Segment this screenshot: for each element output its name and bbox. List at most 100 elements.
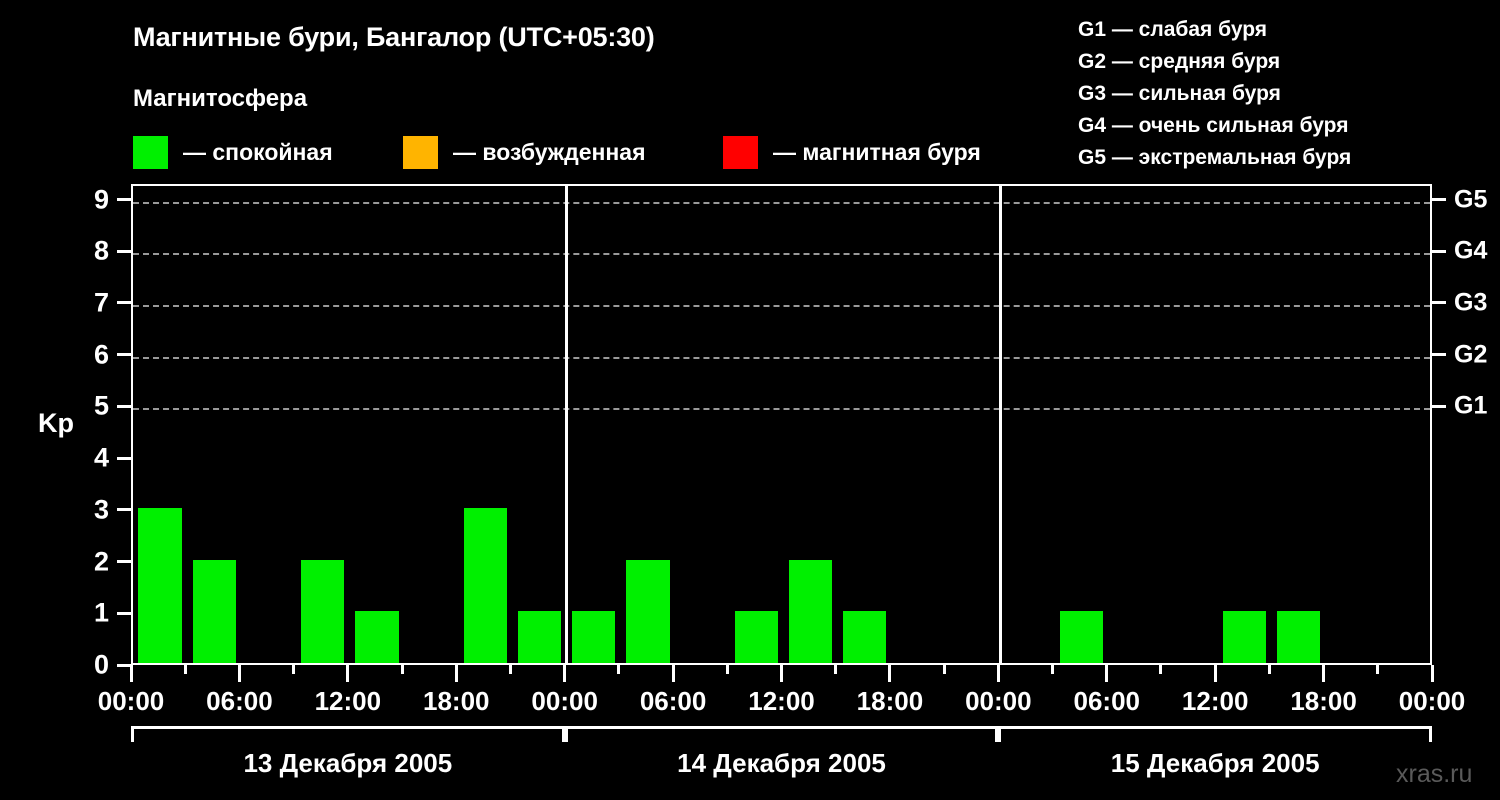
x-tick-10 <box>671 665 675 682</box>
bar <box>301 559 345 663</box>
x-tick-18 <box>1105 665 1109 682</box>
gridline-kp-5 <box>133 408 1430 411</box>
day-divider-1 <box>565 186 569 663</box>
x-tick-23 <box>1376 665 1380 674</box>
x-tick-24 <box>1430 665 1434 682</box>
legend-swatch-storm-icon <box>723 135 758 169</box>
x-tick-label-5: 06:00 <box>639 686 707 716</box>
y-tick-label-8: 8 <box>93 235 109 266</box>
x-tick-6 <box>454 665 458 682</box>
g-tick-label-G3: G3 <box>1454 288 1488 317</box>
x-tick-label-11: 18:00 <box>1290 686 1357 716</box>
y-tick-4 <box>117 456 131 460</box>
y-tick-label-3: 3 <box>93 494 109 525</box>
x-axis-ticks <box>129 665 1434 683</box>
legend-item-storm: — магнитная буря <box>723 133 981 171</box>
y-axis-ticks: 0 1 2 3 4 5 6 7 8 9 <box>85 184 131 678</box>
x-tick-7 <box>508 665 512 674</box>
g-tick-G1 <box>1432 404 1446 408</box>
x-tick-label-9: 06:00 <box>1073 686 1141 716</box>
y-axis-title: Kp <box>38 408 74 438</box>
x-tick-label-12: 00:00 <box>1398 686 1466 716</box>
bar <box>138 507 182 663</box>
day-bracket-2 <box>564 726 999 742</box>
x-tick-2 <box>237 665 241 682</box>
y-tick-8 <box>117 249 131 253</box>
day-divider-2 <box>998 186 1002 663</box>
x-tick-label-2: 12:00 <box>314 686 382 716</box>
day-label-2: 14 Декабря 2005 <box>677 748 886 778</box>
storm-scale-legend: G1 — слабая буря G2 — средняя буря G3 — … <box>1078 14 1498 174</box>
g-tick-G3 <box>1432 301 1446 305</box>
day-brackets: 13 Декабря 2005 14 Декабря 2005 15 Декабря… <box>0 726 1500 796</box>
x-tick-label-4: 00:00 <box>531 686 598 716</box>
watermark: xras.ru <box>1396 760 1473 788</box>
storm-scale-row-g4: G4 — очень сильная буря <box>1078 114 1349 137</box>
x-tick-5 <box>400 665 404 674</box>
bar <box>1276 611 1321 663</box>
y-tick-9 <box>117 198 131 202</box>
legend-item-excited: — возбужденная <box>403 133 646 171</box>
g-tick-label-G2: G2 <box>1454 340 1488 369</box>
plot-area <box>131 184 1432 665</box>
y-tick-label-6: 6 <box>93 339 109 370</box>
bar <box>355 611 399 663</box>
bar <box>626 559 670 663</box>
bar <box>1059 611 1104 663</box>
x-tick-11 <box>725 665 729 674</box>
x-tick-14 <box>888 665 892 682</box>
x-tick-3 <box>292 665 296 674</box>
magnetosphere-legend-heading: Магнитосфера <box>133 85 308 112</box>
legend-label-storm: — магнитная буря <box>773 138 981 165</box>
x-tick-22 <box>1322 665 1326 682</box>
gridline-kp-6 <box>133 356 1430 359</box>
legend-swatch-excited-icon <box>403 135 438 169</box>
bar <box>463 507 508 663</box>
x-tick-9 <box>617 665 621 674</box>
y-tick-6 <box>117 353 131 357</box>
y-tick-7 <box>117 301 131 305</box>
y-tick-label-0: 0 <box>93 649 109 680</box>
x-tick-20 <box>1213 665 1217 682</box>
storm-scale-row-g2: G2 — средняя буря <box>1078 50 1281 73</box>
x-axis-labels: 00:00 06:00 12:00 18:00 00:00 06:00 12:00 18:00… <box>0 686 1500 726</box>
x-tick-16 <box>996 665 1000 682</box>
day-bracket-1 <box>131 726 565 742</box>
bar <box>734 611 779 663</box>
bar <box>572 611 616 663</box>
x-tick-label-7: 18:00 <box>856 686 924 716</box>
legend-label-excited: — возбужденная <box>453 138 646 165</box>
y-tick-3 <box>117 508 131 512</box>
y-tick-label-1: 1 <box>93 597 109 628</box>
bar <box>517 611 562 663</box>
y-tick-label-5: 5 <box>93 390 109 421</box>
y-tick-5 <box>117 404 131 408</box>
x-tick-label-10: 12:00 <box>1181 686 1249 716</box>
y-tick-2 <box>117 560 131 564</box>
x-tick-4 <box>346 665 350 682</box>
page-title: Магнитные бури, Бангалор (UTC+05:30) <box>133 22 655 52</box>
y-tick-0 <box>117 663 131 667</box>
x-tick-17 <box>1051 665 1055 674</box>
bar <box>788 559 833 663</box>
x-tick-label-6: 12:00 <box>748 686 815 716</box>
legend-label-calm: — спокойная <box>183 138 333 165</box>
g-tick-label-G5: G5 <box>1454 185 1488 214</box>
storm-scale-row-g1: G1 — слабая буря <box>1078 18 1268 41</box>
x-tick-label-1: 06:00 <box>206 686 273 716</box>
x-tick-13 <box>834 665 838 674</box>
g-tick-G4 <box>1432 249 1446 253</box>
y-tick-label-9: 9 <box>93 184 109 215</box>
gridline-kp-7 <box>133 304 1430 307</box>
gridline-kp-9 <box>133 201 1430 204</box>
g-tick-G5 <box>1432 198 1446 202</box>
day-label-3: 15 Декабря 2005 <box>1110 748 1320 778</box>
storm-scale-row-g5: G5 — экстремальная буря <box>1078 146 1352 169</box>
g-tick-G2 <box>1432 353 1446 357</box>
y-tick-1 <box>117 611 131 615</box>
x-tick-12 <box>780 665 783 682</box>
g-tick-label-G1: G1 <box>1454 391 1488 420</box>
g-tick-label-G4: G4 <box>1454 236 1488 265</box>
x-tick-label-3: 18:00 <box>423 686 490 716</box>
